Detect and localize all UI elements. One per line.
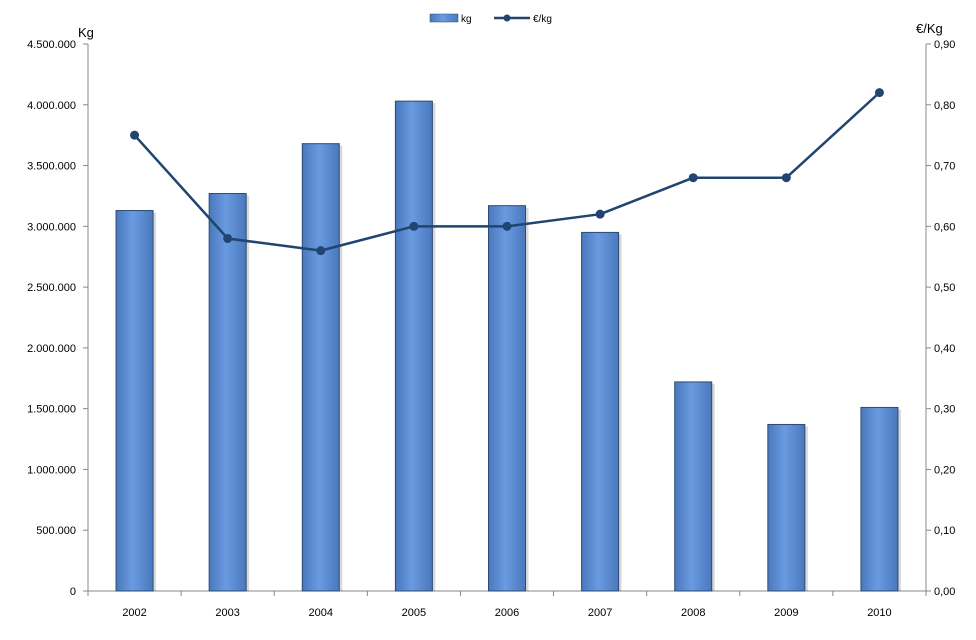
right-tick-label: 0,00 (934, 586, 955, 598)
left-axis-title: Kg (78, 25, 94, 40)
bar (767, 423, 806, 592)
line-point (502, 221, 512, 231)
bar (860, 406, 899, 592)
x-tick-label: 2002 (122, 607, 146, 619)
right-tick-label: 0,50 (934, 282, 955, 294)
right-axis-title: €/Kg (916, 21, 943, 36)
line-point (316, 246, 326, 256)
x-tick-label: 2005 (402, 607, 426, 619)
bar (394, 100, 433, 592)
bar (488, 205, 526, 592)
line-point (874, 88, 884, 98)
left-tick-label: 1.000.000 (27, 464, 76, 476)
legend: kg €/kg (429, 13, 552, 25)
left-tick-label: 2.500.000 (27, 282, 76, 294)
x-tick-label: 2003 (215, 607, 239, 619)
right-tick-label: 0,40 (934, 343, 955, 355)
right-tick-label: 0,60 (934, 221, 955, 233)
x-tick-label: 2009 (774, 607, 798, 619)
left-tick-label: 2.000.000 (27, 343, 76, 355)
x-tick-label: 2008 (681, 607, 705, 619)
x-tick-label: 2010 (867, 607, 891, 619)
x-tick-label: 2006 (495, 607, 519, 619)
line-point (223, 233, 233, 243)
right-tick-label: 0,10 (934, 525, 955, 537)
bar (581, 231, 620, 592)
legend-swatch-kg (429, 13, 459, 23)
line-point (595, 209, 605, 219)
bar (115, 210, 154, 592)
x-axis-ticks: 2002 2003 2004 2005 2006 2007 2008 2009 2010 (87, 591, 927, 619)
left-tick-label: 0 (70, 586, 76, 598)
line-point (688, 173, 698, 183)
line-point (409, 221, 419, 231)
left-tick-label: 3.000.000 (27, 221, 76, 233)
right-tick-label: 0,80 (934, 100, 955, 112)
left-tick-label: 3.500.000 (27, 161, 76, 173)
line-point (130, 130, 140, 140)
right-tick-label: 0,70 (934, 161, 955, 173)
bar (674, 381, 713, 592)
right-axis-ticks: 0,00 0,10 0,20 0,30 0,40 0,50 0,60 0,70 0,80 0,90 (926, 39, 955, 598)
legend-marker-eurkg (503, 14, 511, 22)
right-tick-label: 0,30 (934, 404, 955, 416)
bar (208, 193, 247, 592)
left-tick-label: 500.000 (36, 525, 76, 537)
bar (301, 143, 340, 592)
line-series-eurkg (130, 88, 884, 256)
left-tick-label: 1.500.000 (27, 404, 76, 416)
left-tick-label: 4.000.000 (27, 100, 76, 112)
x-tick-label: 2007 (588, 607, 612, 619)
legend-label-eurkg: €/kg (533, 14, 552, 25)
legend-label-kg: kg (461, 14, 472, 25)
right-tick-label: 0,20 (934, 464, 955, 476)
bar-series-kg (115, 100, 901, 592)
x-tick-label: 2004 (309, 607, 333, 619)
line-point (781, 173, 791, 183)
left-tick-label: 4.500.000 (27, 39, 76, 51)
right-tick-label: 0,90 (934, 39, 955, 51)
left-axis-ticks: 0 500.000 1.000.000 1.500.000 2.000.000 2.500… (27, 39, 88, 598)
